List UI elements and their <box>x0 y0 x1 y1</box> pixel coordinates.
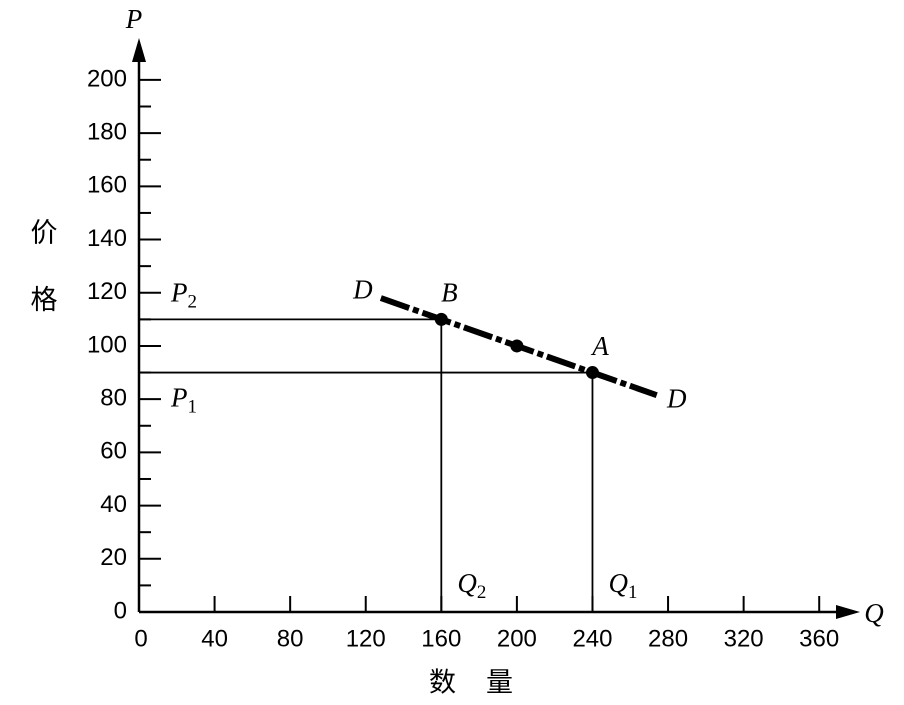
x-tick-label: 120 <box>346 625 386 652</box>
y-tick-label: 100 <box>87 331 127 358</box>
point-label: A <box>590 331 609 361</box>
x-tick-label: 80 <box>277 625 304 652</box>
point <box>510 339 524 353</box>
price-label-sub: 2 <box>188 292 198 313</box>
y-axis-letter: P <box>125 4 143 34</box>
price-label: P2 <box>170 278 197 313</box>
y-tick-label: 0 <box>114 597 127 624</box>
x-tick-label: 160 <box>421 625 461 652</box>
quantity-label: Q2 <box>457 568 486 603</box>
y-tick-label: 60 <box>100 438 127 465</box>
y-tick-label: 200 <box>87 65 127 92</box>
y-tick-label: 40 <box>100 491 127 518</box>
x-tick-label: 0 <box>134 625 147 652</box>
y-tick-label: 120 <box>87 278 127 305</box>
y-tick-label: 20 <box>100 544 127 571</box>
quantity-label: Q1 <box>608 568 637 603</box>
curve-label: D <box>352 274 373 304</box>
price-label-main: P <box>170 278 188 308</box>
x-tick-label: 320 <box>724 625 764 652</box>
quantity-label-sub: 2 <box>477 582 487 603</box>
x-tick-label: 40 <box>201 625 228 652</box>
quantity-label-main: Q <box>608 568 628 598</box>
y-tick-label: 140 <box>87 225 127 252</box>
x-tick-label: 280 <box>648 625 688 652</box>
point-label: B <box>441 278 458 308</box>
point <box>434 312 448 326</box>
x-axis-label: 数量 <box>429 668 543 699</box>
price-label-sub: 1 <box>188 397 198 418</box>
y-tick-label: 80 <box>100 385 127 412</box>
y-axis-label: 价格 <box>26 218 58 352</box>
price-label-main: P <box>170 383 188 413</box>
quantity-label-main: Q <box>457 568 477 598</box>
x-tick-label: 200 <box>497 625 537 652</box>
y-tick-label: 160 <box>87 172 127 199</box>
x-axis-letter: Q <box>864 598 884 628</box>
x-tick-label: 360 <box>799 625 839 652</box>
quantity-label-sub: 1 <box>628 582 638 603</box>
x-tick-label: 240 <box>572 625 612 652</box>
price-label: P1 <box>170 383 197 418</box>
curve-label: D <box>666 383 687 413</box>
y-tick-label: 180 <box>87 118 127 145</box>
point <box>585 366 599 380</box>
